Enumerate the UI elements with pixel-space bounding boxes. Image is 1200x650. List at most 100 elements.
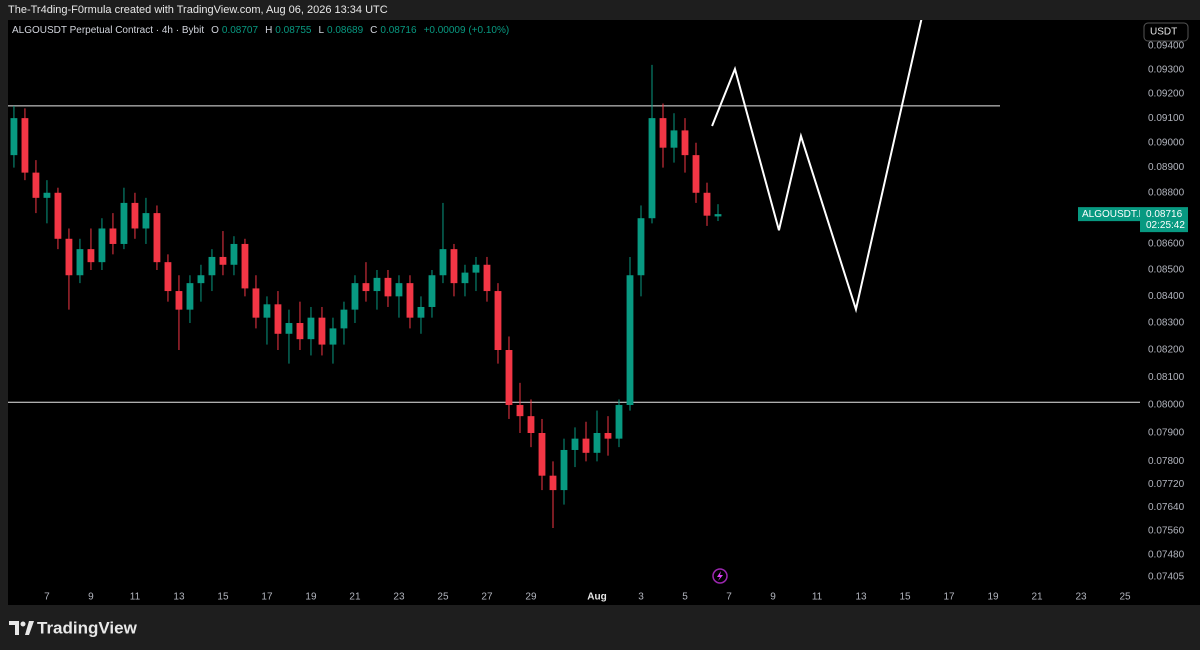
x-tick-label: 25 [1119,592,1131,603]
candle-body [384,277,392,297]
y-tick-label: 0.08500 [1148,265,1185,276]
plot [8,20,1140,529]
ohlc-key: C [370,25,378,36]
candle-body [472,264,480,273]
candle-body [659,118,667,148]
candle-body [516,404,524,417]
candle-body [285,323,293,334]
candle-body [43,192,51,198]
x-tick-label: 19 [305,592,317,603]
y-tick-label: 0.07720 [1148,479,1185,490]
candle-body [153,213,161,263]
currency-box [1143,22,1189,42]
candle-body [340,309,348,329]
projection-path [711,20,923,314]
y-tick-label: 0.08900 [1148,162,1185,173]
candle-body [175,291,183,310]
candle-body [615,404,623,439]
candle-body [241,243,249,289]
candle-body [21,118,29,173]
candle-body [263,304,271,318]
candle-body [417,306,425,318]
x-tick-label: 3 [638,592,644,603]
candle-body [318,317,326,345]
x-tick-label: 13 [173,592,185,603]
candle-body [54,192,62,239]
candle-body [274,304,282,334]
y-tick-label: 0.08300 [1148,318,1185,329]
candle-body [76,249,84,276]
y-tick-label: 0.09100 [1148,113,1185,124]
footer-logo [9,621,34,635]
x-tick-label: 25 [437,592,449,603]
y-tick-label: 0.07800 [1148,456,1185,467]
x-tick-label: 21 [1031,592,1043,603]
y-tick-label: 0.09200 [1148,88,1185,99]
x-tick-label: 21 [349,592,361,603]
candle-body [604,432,612,439]
x-tick-label: 9 [770,592,776,603]
candle-body [373,277,381,292]
candle-body [461,272,469,284]
y-tick-label: 0.08100 [1148,372,1185,383]
x-tick-label: 27 [481,592,493,603]
x-tick-label: 7 [44,592,50,603]
candle-body [109,228,117,244]
price-tag-countdown: 02:25:42 [1146,220,1185,231]
candle-body [428,275,436,307]
candle-body [10,118,18,156]
x-tick-label: 11 [812,592,823,603]
price-tag-bg [1140,207,1188,233]
close-value: 0.08716 [380,25,417,36]
ohlc-key: H [265,25,273,36]
candle-body [351,283,359,310]
candle-body [505,350,513,405]
candle-body [549,475,557,491]
open-value: 0.08707 [221,25,259,36]
y-tick-label: 0.07405 [1148,572,1185,583]
candle-body [296,323,304,340]
x-tick-label: Aug [587,592,606,603]
y-tick-label: 0.07560 [1148,526,1185,537]
x-tick-label: 17 [261,592,273,603]
candle-body [582,438,590,453]
candle-body [626,275,634,405]
y-tick-label: 0.08800 [1148,187,1185,198]
change: +0.00009 (+0.10%) [423,25,510,36]
candle-body [703,192,711,216]
y-tick-label: 0.09400 [1148,41,1185,52]
price-tag-symbol-bg [1078,207,1140,222]
candle-body [648,118,656,219]
footer-brand: TradingView [37,618,138,637]
header: The-Tr4ding-F0rmula created with Trading… [8,4,388,16]
x-tick-label: 11 [130,592,141,603]
candle-body [164,262,172,292]
low-value: 0.08689 [327,25,364,36]
y-tick-label: 0.09300 [1148,64,1185,75]
x-tick-label: 23 [1075,592,1087,603]
x-tick-label: 15 [899,592,911,603]
candle-body [98,228,106,263]
candle-body [87,249,95,263]
candle-body [329,328,337,345]
candle-body [307,317,315,340]
y-tick-label: 0.07640 [1148,502,1185,513]
candle-body [142,213,150,229]
candle-body [439,249,447,276]
plot-background [8,20,1200,605]
candle-body [65,238,73,276]
candle-body [670,130,678,148]
y-tick-label: 0.08200 [1148,345,1185,356]
candle-body [571,438,579,450]
candle-body [362,283,370,292]
candle-body [593,432,601,453]
candle-body [527,416,535,433]
y-tick-label: 0.08000 [1148,400,1185,411]
candle-body [208,256,216,276]
candle-body [494,291,502,351]
candle-body [637,218,645,276]
x-tick-label: 7 [726,592,732,603]
candle-body [197,275,205,284]
candle-body [483,264,491,292]
